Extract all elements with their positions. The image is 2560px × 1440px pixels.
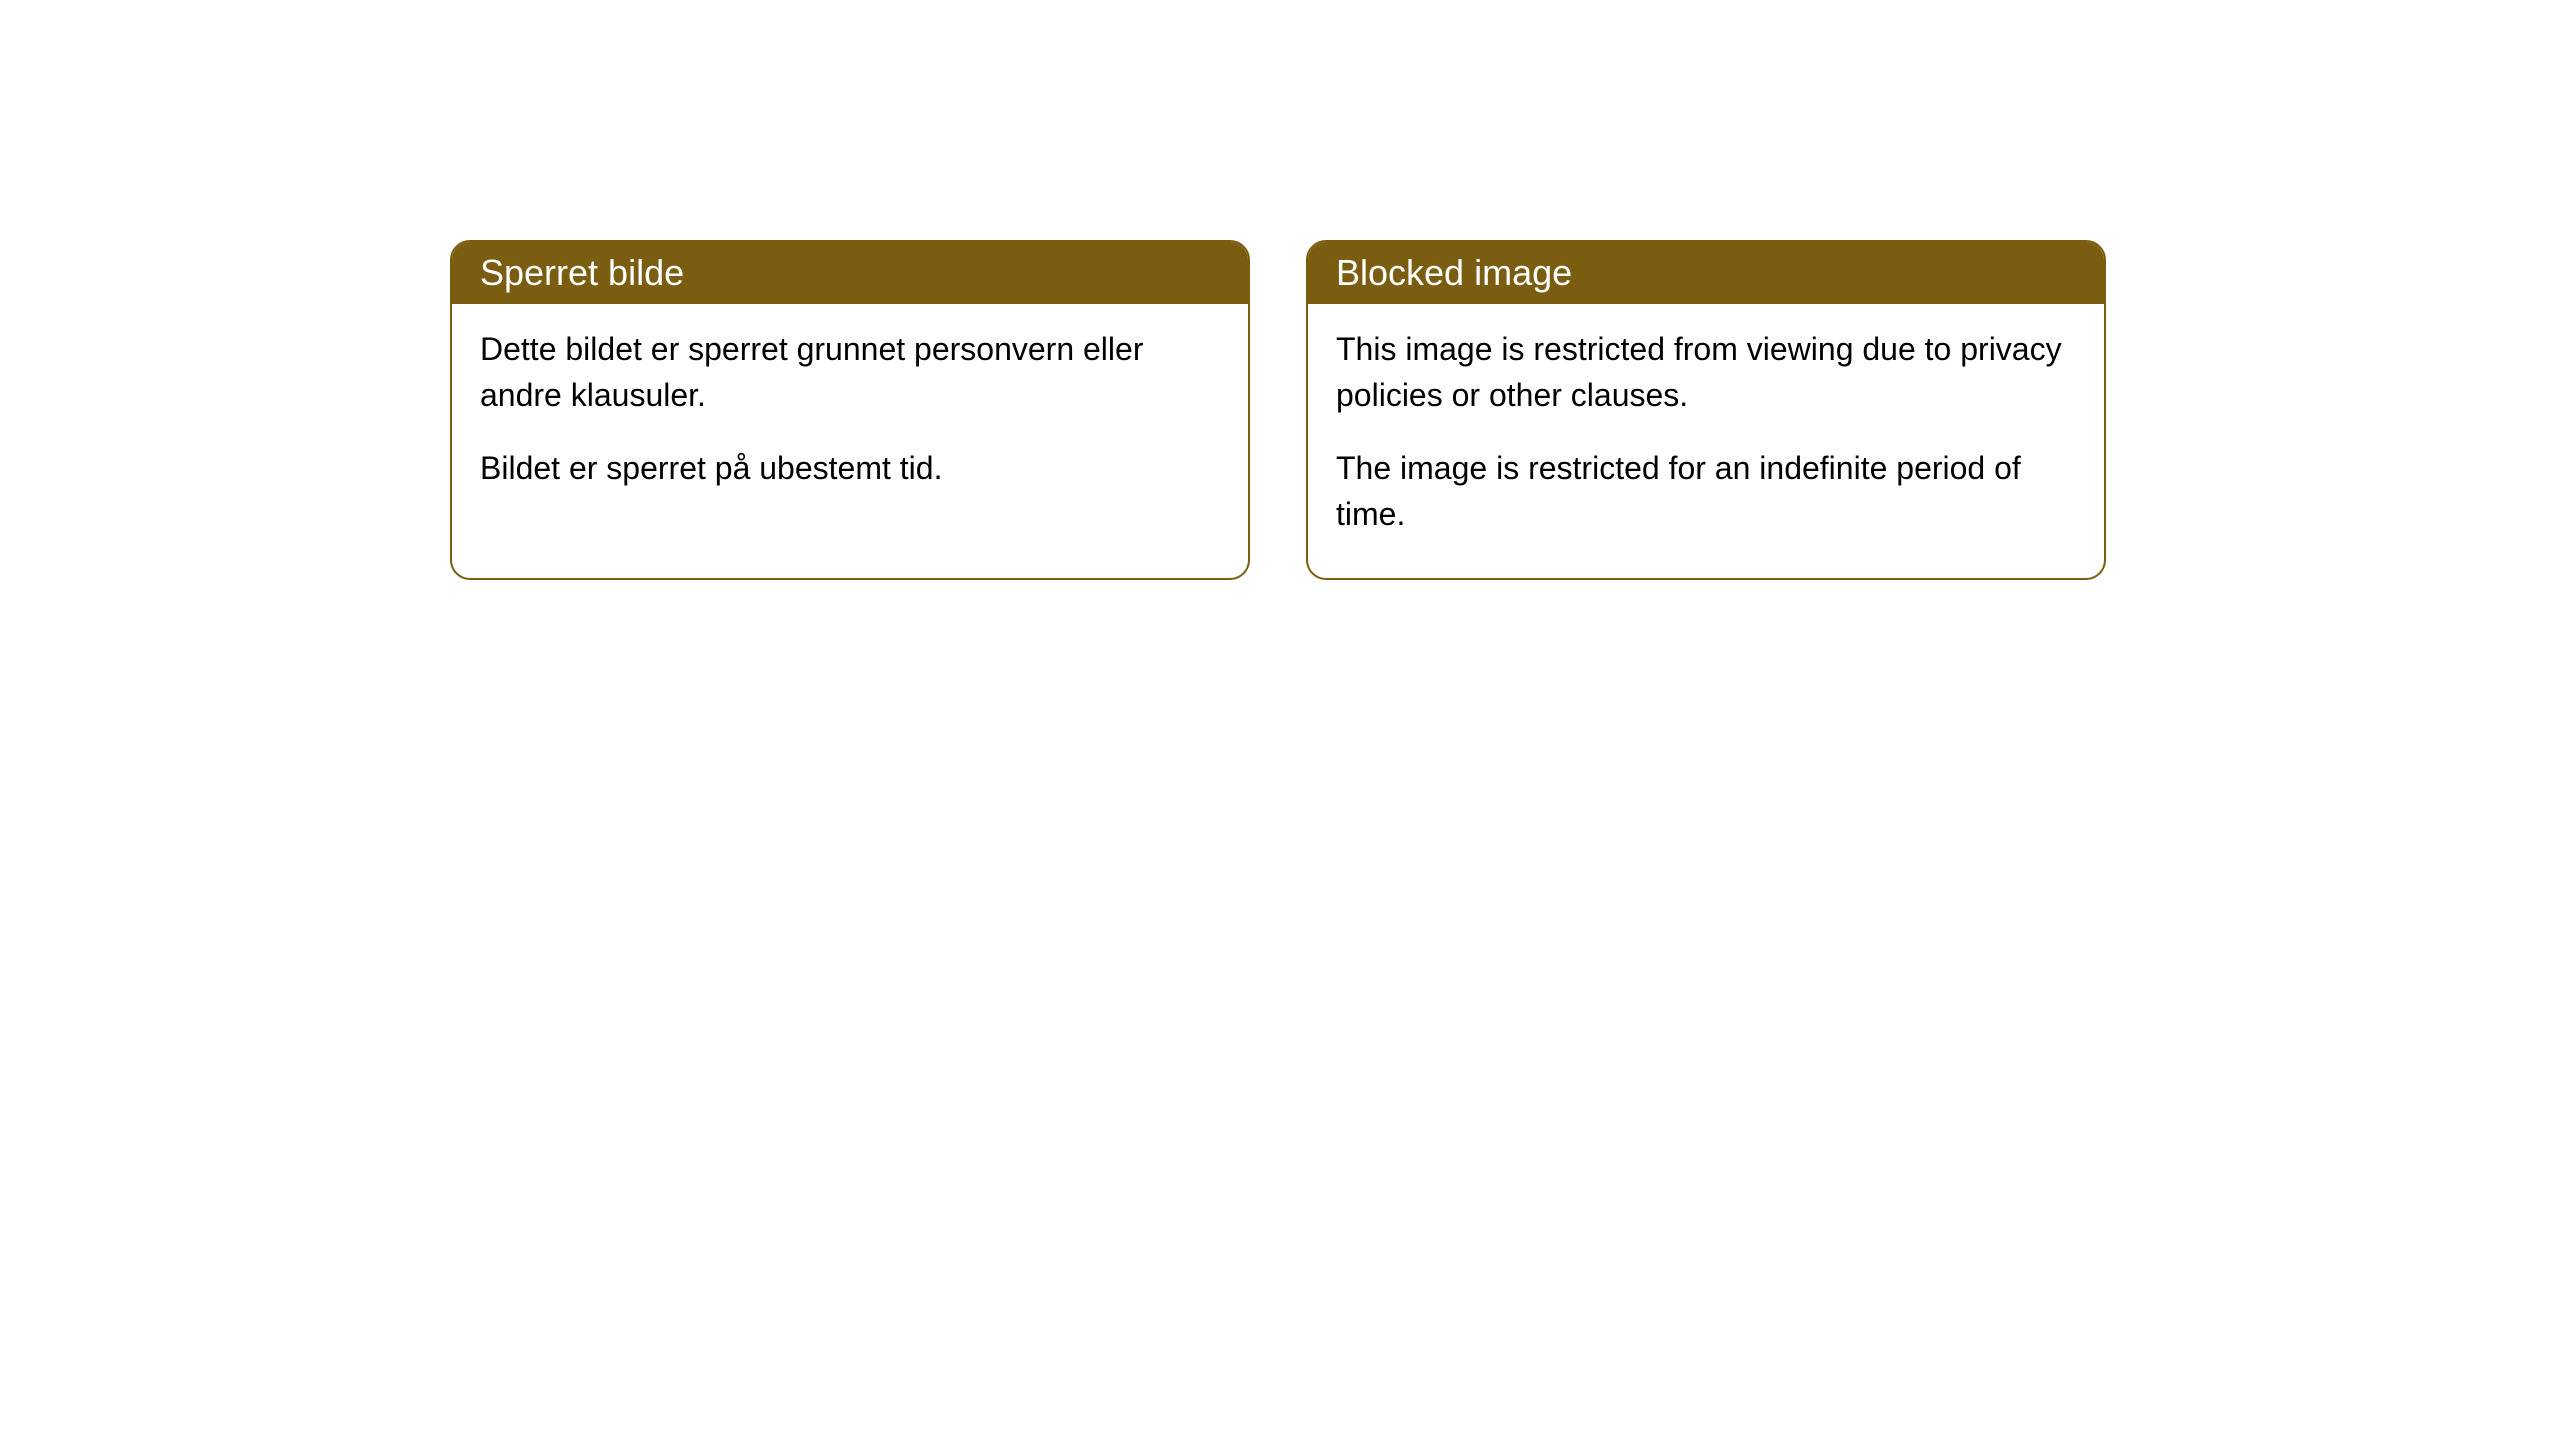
notice-paragraph: Dette bildet er sperret grunnet personve… <box>480 326 1220 419</box>
notice-card-english: Blocked image This image is restricted f… <box>1306 240 2106 580</box>
notice-title: Blocked image <box>1336 252 1572 293</box>
notice-title: Sperret bilde <box>480 252 684 293</box>
notice-card-norwegian: Sperret bilde Dette bildet er sperret gr… <box>450 240 1250 580</box>
notice-paragraph: The image is restricted for an indefinit… <box>1336 445 2076 538</box>
notice-body: This image is restricted from viewing du… <box>1308 304 2104 578</box>
notice-paragraph: This image is restricted from viewing du… <box>1336 326 2076 419</box>
notice-paragraph: Bildet er sperret på ubestemt tid. <box>480 445 1220 491</box>
notice-body: Dette bildet er sperret grunnet personve… <box>452 304 1248 531</box>
notice-header: Sperret bilde <box>452 242 1248 304</box>
notice-container: Sperret bilde Dette bildet er sperret gr… <box>0 0 2560 580</box>
notice-header: Blocked image <box>1308 242 2104 304</box>
